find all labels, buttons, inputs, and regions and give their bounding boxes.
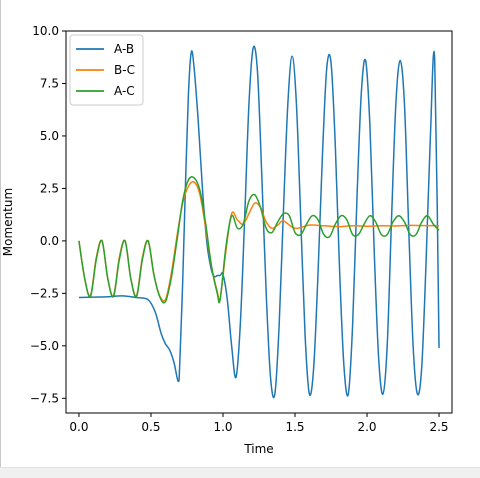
legend-box	[69, 34, 144, 106]
series-line-b-c	[78, 180, 440, 302]
y-tick-label: 2.5	[40, 181, 59, 195]
x-tick-label: 0.0	[69, 420, 88, 434]
x-tick-label: 2.0	[357, 420, 376, 434]
x-tick-label: 1.5	[285, 420, 304, 434]
y-axis-ticks: −7.5 −5.0 −2.5 0.0 2.5 5.0 7.5 10.0	[30, 24, 66, 405]
x-axis-ticks: 0.0 0.5 1.0 1.5 2.0 2.5	[69, 413, 449, 434]
series-layer	[78, 45, 440, 399]
x-tick-label: 0.5	[141, 420, 160, 434]
y-tick-label: −7.5	[30, 391, 59, 405]
legend-label-b-c: B-C	[114, 63, 135, 77]
status-strip	[0, 467, 480, 478]
legend-label-a-b: A-B	[114, 42, 134, 56]
y-tick-label: 7.5	[40, 76, 59, 90]
y-tick-label: 5.0	[40, 129, 59, 143]
x-tick-label: 1.0	[213, 420, 232, 434]
y-axis-label: Momentum	[1, 188, 15, 256]
y-tick-label: 10.0	[32, 24, 59, 38]
x-axis-label: Time	[243, 442, 273, 456]
chart-svg: 0.0 0.5 1.0 1.5 2.0 2.5 −7.5 −5.0 −2.5 0.0 2.5 5.0…	[1, 24, 453, 456]
y-tick-label: −5.0	[30, 339, 59, 353]
y-tick-label: −2.5	[30, 286, 59, 300]
series-line-a-c	[78, 176, 440, 304]
window-left-edge	[0, 0, 1, 477]
y-tick-label: 0.0	[40, 234, 59, 248]
legend: A-B B-C A-C	[69, 34, 144, 106]
plot-frame	[65, 30, 453, 414]
legend-label-a-c: A-C	[114, 84, 135, 98]
x-tick-label: 2.5	[429, 420, 448, 434]
